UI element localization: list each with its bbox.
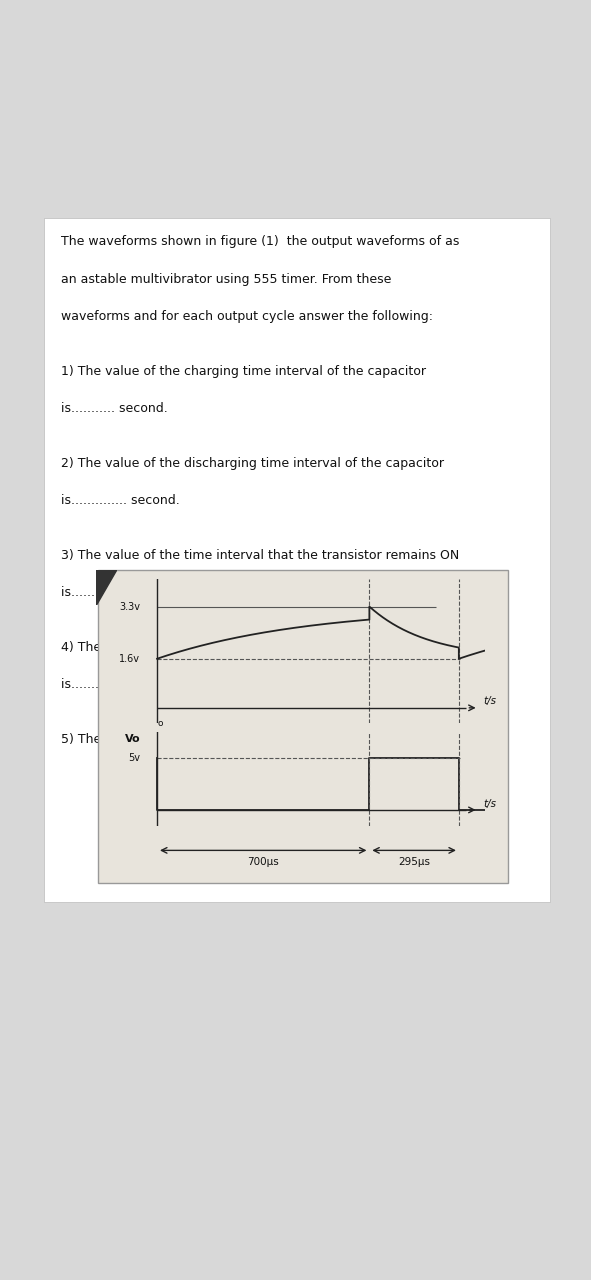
Text: is........... second.: is........... second.	[61, 402, 168, 415]
Text: is.......... seconds: is.......... seconds	[61, 586, 166, 599]
Text: t/s: t/s	[483, 696, 496, 707]
Text: 5) The S input of the S-R flip flop = logic (1) when........... .: 5) The S input of the S-R flip flop = lo…	[61, 732, 426, 746]
Text: waveforms and for each output cycle answer the following:: waveforms and for each output cycle answ…	[61, 310, 433, 324]
Text: 2) The value of the discharging time interval of the capacitor: 2) The value of the discharging time int…	[61, 457, 444, 470]
Text: The waveforms shown in figure (1)  the output waveforms of as: The waveforms shown in figure (1) the ou…	[61, 236, 459, 248]
Text: 1) The value of the charging time interval of the capacitor: 1) The value of the charging time interv…	[61, 365, 426, 378]
Text: is.............. seconds: is.............. seconds	[61, 678, 182, 691]
Text: 700μs: 700μs	[248, 858, 279, 868]
Text: 3) The value of the time interval that the transistor remains ON: 3) The value of the time interval that t…	[61, 549, 459, 562]
Text: Vo: Vo	[125, 733, 141, 744]
Text: t/s: t/s	[483, 799, 496, 809]
Text: 4) The value of the time interval that the transistor remains OFF: 4) The value of the time interval that t…	[61, 641, 464, 654]
Text: 1.6v: 1.6v	[119, 654, 141, 664]
Polygon shape	[96, 570, 117, 605]
Text: 5v: 5v	[128, 753, 141, 763]
Text: 295μs: 295μs	[398, 858, 430, 868]
Text: is.............. second.: is.............. second.	[61, 494, 180, 507]
Text: 3.3v: 3.3v	[119, 602, 141, 612]
Text: o: o	[158, 718, 164, 727]
Text: an astable multivibrator using 555 timer. From these: an astable multivibrator using 555 timer…	[61, 273, 391, 285]
